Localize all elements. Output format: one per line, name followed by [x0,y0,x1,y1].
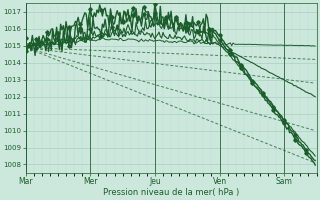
X-axis label: Pression niveau de la mer( hPa ): Pression niveau de la mer( hPa ) [103,188,239,197]
